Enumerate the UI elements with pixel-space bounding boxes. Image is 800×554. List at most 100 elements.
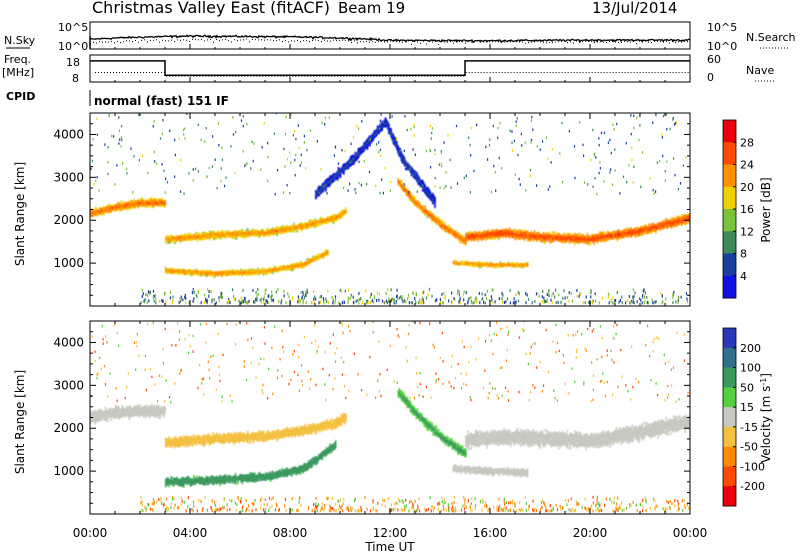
heatmap-cell bbox=[494, 233, 496, 237]
cpid-label: CPID bbox=[6, 90, 35, 103]
nsearch-dot bbox=[201, 39, 202, 41]
heatmap-cell bbox=[493, 236, 495, 240]
heatmap-cell bbox=[456, 233, 458, 237]
heatmap-cell bbox=[262, 269, 265, 272]
nsearch-dot bbox=[687, 41, 688, 43]
heatmap-cell bbox=[197, 272, 200, 275]
heatmap-cell bbox=[196, 239, 199, 242]
heatmap-cell bbox=[123, 203, 126, 207]
heatmap-cell bbox=[253, 229, 256, 232]
nsearch-dot bbox=[672, 41, 673, 43]
heatmap-cell bbox=[579, 237, 582, 240]
heatmap-cell bbox=[283, 266, 285, 270]
heatmap-cell bbox=[174, 269, 176, 273]
heatmap-cell bbox=[407, 193, 410, 197]
heatmap-cell bbox=[576, 239, 578, 243]
heatmap-cell bbox=[253, 232, 256, 236]
heatmap-cell bbox=[540, 240, 542, 243]
heatmap-cell bbox=[486, 230, 488, 233]
freq-label-1: Freq. bbox=[4, 53, 31, 66]
heatmap-cell bbox=[168, 269, 170, 273]
heatmap-cell bbox=[144, 203, 146, 207]
heatmap-cell bbox=[537, 238, 539, 241]
heatmap-cell bbox=[474, 230, 476, 234]
heatmap-cell bbox=[305, 224, 308, 228]
heatmap-cell bbox=[177, 270, 179, 273]
heatmap-cell bbox=[190, 236, 193, 239]
heatmap-cell bbox=[92, 210, 94, 213]
heatmap-cell bbox=[111, 207, 113, 211]
heatmap-cell bbox=[186, 269, 188, 273]
heatmap-cell bbox=[403, 186, 405, 189]
heatmap-cell bbox=[338, 213, 340, 216]
heatmap-cell bbox=[195, 268, 197, 272]
heatmap-cell bbox=[119, 208, 121, 211]
heatmap-cell bbox=[189, 272, 192, 275]
nsearch-dot bbox=[543, 41, 544, 43]
power-plot-background bbox=[90, 113, 690, 306]
heatmap-cell bbox=[196, 272, 199, 275]
heatmap-cell bbox=[163, 204, 165, 208]
nsearch-dot bbox=[246, 38, 247, 40]
heatmap-cell bbox=[495, 228, 497, 232]
heatmap-cell bbox=[257, 269, 259, 273]
heatmap-cell bbox=[210, 234, 212, 237]
heatmap-cell bbox=[561, 240, 564, 244]
heatmap-cell bbox=[188, 236, 191, 240]
nsearch-dot bbox=[480, 41, 481, 43]
heatmap-cell bbox=[426, 215, 429, 219]
heatmap-cell bbox=[301, 266, 303, 269]
heatmap-cell bbox=[210, 232, 212, 235]
heatmap-cell bbox=[193, 269, 195, 273]
heatmap-cell bbox=[325, 249, 328, 253]
heatmap-cell bbox=[184, 233, 186, 237]
heatmap-cell bbox=[467, 238, 469, 241]
heatmap-cell bbox=[600, 235, 602, 239]
nsearch-dot bbox=[327, 40, 328, 42]
heatmap-cell bbox=[181, 237, 184, 241]
heatmap-cell bbox=[189, 238, 192, 242]
heatmap-cell bbox=[119, 206, 121, 210]
heatmap-cell bbox=[224, 234, 227, 238]
heatmap-cell bbox=[91, 212, 93, 216]
heatmap-cell bbox=[557, 232, 559, 236]
heatmap-cell bbox=[271, 232, 274, 236]
heatmap-cell bbox=[463, 237, 466, 241]
heatmap-cell bbox=[423, 209, 425, 212]
heatmap-cell bbox=[576, 234, 578, 237]
heatmap-cell bbox=[138, 202, 140, 205]
heatmap-cell bbox=[180, 268, 183, 272]
heatmap-cell bbox=[133, 203, 136, 206]
heatmap-cell bbox=[198, 272, 201, 276]
nsearch-dot bbox=[447, 41, 448, 43]
heatmap-cell bbox=[504, 230, 506, 234]
heatmap-cell bbox=[115, 207, 118, 211]
heatmap-cell bbox=[168, 235, 170, 238]
heatmap-cell bbox=[269, 228, 272, 232]
heatmap-cell bbox=[547, 237, 549, 241]
heatmap-cell bbox=[249, 269, 251, 272]
heatmap-cell bbox=[250, 272, 253, 276]
heatmap-cell bbox=[309, 225, 311, 228]
nsearch-dot bbox=[381, 40, 382, 42]
heatmap-cell bbox=[298, 223, 301, 226]
heatmap-cell bbox=[251, 269, 254, 273]
heatmap-cell bbox=[490, 235, 493, 238]
heatmap-cell bbox=[616, 238, 619, 242]
heatmap-cell bbox=[289, 264, 292, 267]
nsearch-dot bbox=[222, 39, 223, 41]
heatmap-cell bbox=[429, 214, 431, 218]
heatmap-cell bbox=[535, 235, 538, 238]
heatmap-cell bbox=[525, 232, 528, 235]
heatmap-cell bbox=[494, 236, 496, 240]
heatmap-cell bbox=[586, 241, 589, 245]
heatmap-cell bbox=[153, 198, 155, 202]
heatmap-cell bbox=[250, 271, 253, 274]
heatmap-cell bbox=[548, 237, 550, 240]
heatmap-cell bbox=[420, 205, 422, 208]
heatmap-cell bbox=[222, 230, 224, 234]
nsearch-dot bbox=[585, 40, 586, 42]
heatmap-cell bbox=[149, 201, 152, 205]
heatmap-cell bbox=[573, 236, 575, 240]
heatmap-cell bbox=[297, 225, 300, 228]
